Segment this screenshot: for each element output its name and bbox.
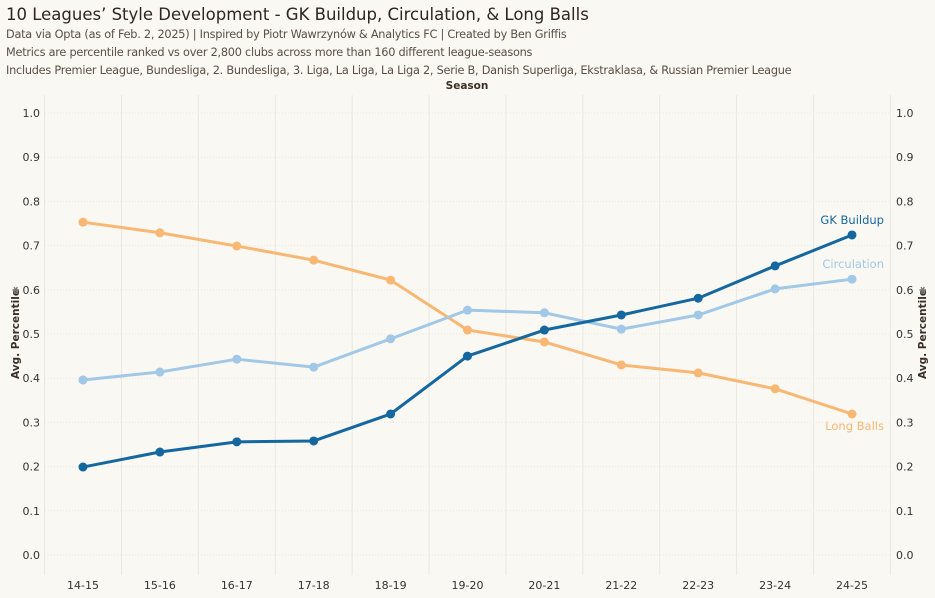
data-point[interactable] — [78, 375, 88, 385]
subtitle-line: Metrics are percentile ranked vs over 2,… — [6, 46, 533, 59]
y-tick-left: 0.2 — [23, 461, 41, 474]
y-tick-left: 0.5 — [23, 328, 41, 341]
y-tick-left: 0.9 — [23, 151, 41, 164]
data-point[interactable] — [232, 241, 242, 251]
chart-header: 10 Leagues’ Style Development - GK Build… — [6, 4, 792, 80]
data-point[interactable] — [155, 447, 165, 457]
data-point[interactable] — [78, 217, 88, 227]
data-point[interactable] — [463, 325, 472, 335]
subtitle-line: Data via Opta (as of Feb. 2, 2025) | Ins… — [6, 28, 567, 41]
y-tick-right: 0.1 — [896, 505, 914, 518]
x-tick: 20-21 — [528, 579, 560, 592]
grid — [44, 95, 891, 575]
y-tick-left: 0.0 — [23, 549, 41, 562]
y-axis-title-left: Avg. Percentile — [10, 289, 22, 379]
series-label: Long Balls — [825, 419, 884, 433]
y-tick-left: 0.8 — [23, 195, 41, 208]
x-tick: 14-15 — [67, 579, 99, 592]
x-tick: 16-17 — [221, 579, 253, 592]
chart-title: 10 Leagues’ Style Development - GK Build… — [6, 5, 589, 24]
data-point[interactable] — [309, 436, 319, 446]
x-tick: 21-22 — [605, 579, 637, 592]
sort-icon[interactable]: ✱ — [919, 286, 929, 294]
data-point[interactable] — [770, 284, 780, 294]
x-tick: 15-16 — [144, 579, 176, 592]
data-point[interactable] — [847, 409, 857, 419]
data-point[interactable] — [693, 368, 703, 378]
subtitle-line: Includes Premier League, Bundesliga, 2. … — [6, 64, 792, 77]
x-tick: 19-20 — [452, 579, 484, 592]
data-point[interactable] — [693, 310, 703, 320]
data-point[interactable] — [309, 255, 319, 265]
data-point[interactable] — [693, 293, 703, 303]
data-point[interactable] — [463, 305, 472, 315]
data-point[interactable] — [386, 275, 396, 285]
y-tick-right: 0.8 — [896, 195, 914, 208]
x-tick: 23-24 — [759, 579, 791, 592]
data-point[interactable] — [309, 362, 319, 372]
data-point[interactable] — [847, 274, 857, 284]
data-point[interactable] — [539, 325, 549, 335]
data-point[interactable] — [155, 228, 165, 238]
data-point[interactable] — [616, 310, 626, 320]
y-tick-right: 0.6 — [896, 284, 914, 297]
y-tick-right: 1.0 — [896, 107, 914, 120]
y-tick-left: 0.3 — [23, 416, 41, 429]
y-axis-title-right: Avg. Percentile — [917, 289, 929, 379]
data-point[interactable] — [463, 351, 472, 361]
series-circulation: Circulation — [78, 257, 884, 385]
y-tick-right: 0.0 — [896, 549, 914, 562]
x-tick: 18-19 — [375, 579, 407, 592]
data-point[interactable] — [232, 437, 242, 447]
data-point[interactable] — [539, 308, 549, 318]
series-label: Circulation — [822, 257, 884, 271]
data-point[interactable] — [232, 354, 242, 364]
data-point[interactable] — [770, 384, 780, 394]
y-tick-right: 0.2 — [896, 461, 914, 474]
x-tick: 22-23 — [682, 579, 714, 592]
y-tick-right: 0.3 — [896, 416, 914, 429]
y-tick-left: 0.7 — [23, 240, 41, 253]
axis-ticks: 0.0 0.0 0.1 0.1 0.2 0.2 0.3 0.3 0.4 0.4 0.5 0.5 0.6 0… — [23, 107, 914, 592]
data-point[interactable] — [386, 409, 396, 419]
data-point[interactable] — [386, 334, 396, 344]
data-point[interactable] — [616, 360, 626, 370]
y-tick-right: 0.4 — [896, 372, 914, 385]
data-point[interactable] — [847, 230, 857, 240]
y-tick-right: 0.7 — [896, 240, 914, 253]
y-tick-left: 0.4 — [23, 372, 41, 385]
data-point[interactable] — [539, 337, 549, 347]
y-tick-left: 0.6 — [23, 284, 41, 297]
series-long-balls: Long Balls — [78, 217, 884, 433]
series-layer: Long Balls Circulation GK Buildup — [78, 213, 884, 472]
data-point[interactable] — [770, 261, 780, 271]
data-point[interactable] — [155, 367, 165, 377]
data-point[interactable] — [78, 462, 88, 472]
x-axis-title: Season — [446, 80, 489, 92]
series-label: GK Buildup — [820, 213, 884, 227]
sort-icon[interactable]: ✱ — [12, 286, 22, 294]
y-tick-left: 0.1 — [23, 505, 41, 518]
data-point[interactable] — [616, 324, 626, 334]
y-tick-right: 0.9 — [896, 151, 914, 164]
x-tick: 24-25 — [836, 579, 868, 592]
x-tick: 17-18 — [298, 579, 330, 592]
series-gk-buildup: GK Buildup — [78, 213, 884, 472]
y-tick-left: 1.0 — [23, 107, 41, 120]
y-tick-right: 0.5 — [896, 328, 914, 341]
